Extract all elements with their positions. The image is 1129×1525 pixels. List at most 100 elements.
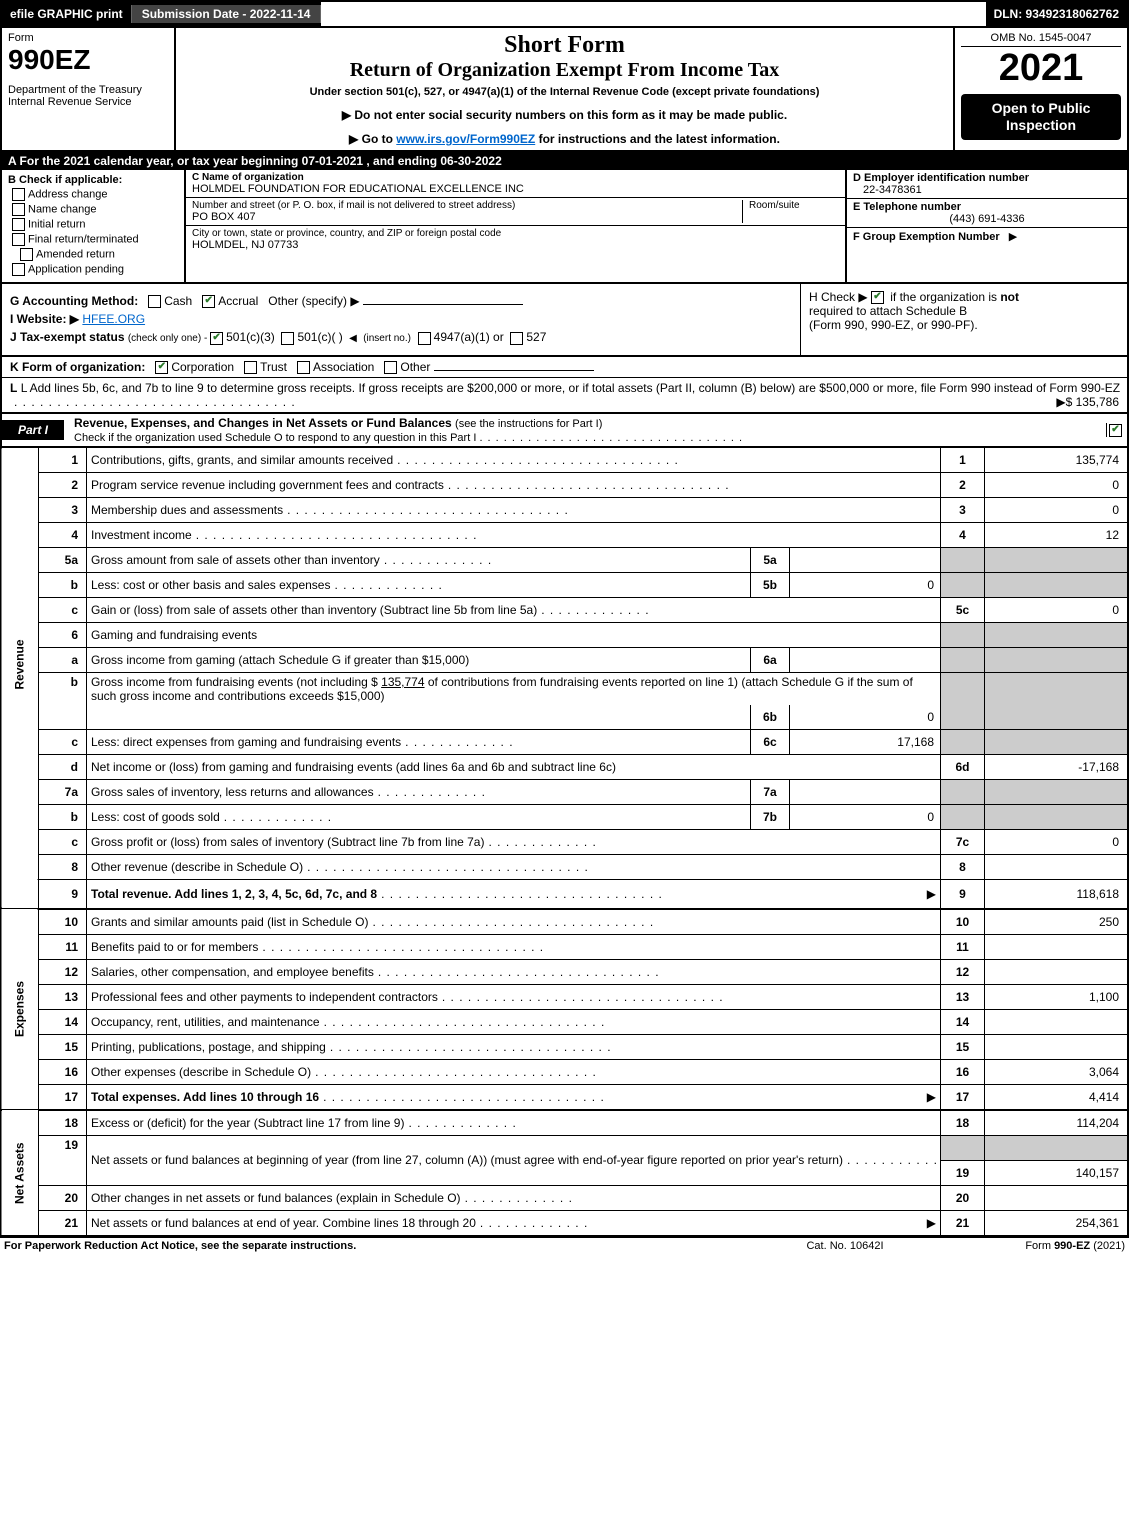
- l-amount: $ 135,786: [1066, 395, 1119, 409]
- ghi-left: G Accounting Method: Cash Accrual Other …: [2, 284, 800, 355]
- part-i-checkbox: [1106, 423, 1127, 437]
- subline-label: 6b: [751, 705, 790, 730]
- line-numcol: 11: [941, 934, 985, 959]
- checkbox-icon[interactable]: [1109, 424, 1122, 437]
- top-bar-spacer: [321, 2, 985, 26]
- line-desc: Contributions, gifts, grants, and simila…: [91, 453, 393, 467]
- row-i: I Website: ▶ HFEE.ORG: [10, 312, 792, 326]
- line-num: d: [39, 754, 87, 779]
- g-accrual: Accrual: [218, 294, 258, 308]
- checkbox-icon[interactable]: [148, 295, 161, 308]
- line-numcol: 13: [941, 984, 985, 1009]
- arrow-icon: ▶: [350, 294, 359, 308]
- inst2-post: for instructions and the latest informat…: [539, 132, 780, 146]
- section-def: D Employer identification number 22-3478…: [847, 170, 1127, 282]
- checkbox-icon[interactable]: [12, 218, 25, 231]
- line-amt: 118,618: [985, 879, 1129, 909]
- table-row: b Less: cost or other basis and sales ex…: [1, 572, 1128, 597]
- j-insert: (insert no.): [363, 333, 411, 344]
- b-opt-2: Initial return: [28, 218, 85, 230]
- table-row: c Less: direct expenses from gaming and …: [1, 729, 1128, 754]
- footer-center: Cat. No. 10642I: [745, 1240, 945, 1252]
- line-numcol: 15: [941, 1034, 985, 1059]
- checkbox-icon[interactable]: [12, 203, 25, 216]
- k-opt-0: Corporation: [171, 360, 234, 374]
- subline-label: 6a: [751, 647, 790, 672]
- line-num: 14: [39, 1009, 87, 1034]
- checkbox-icon[interactable]: [384, 361, 397, 374]
- table-row: Revenue 1 Contributions, gifts, grants, …: [1, 448, 1128, 473]
- line-num: c: [39, 597, 87, 622]
- line-numcol: 9: [941, 879, 985, 909]
- checkbox-icon[interactable]: [202, 295, 215, 308]
- subline-val: 0: [790, 572, 941, 597]
- line-num: 8: [39, 854, 87, 879]
- dots: [258, 940, 936, 954]
- line-desc: Gross income from gaming (attach Schedul…: [91, 653, 469, 667]
- line-desc: Professional fees and other payments to …: [91, 990, 438, 1004]
- side-label-revenue: Revenue: [1, 448, 39, 880]
- line-numcol: 14: [941, 1009, 985, 1034]
- table-row: b Less: cost of goods sold 7b 0: [1, 804, 1128, 829]
- g-other-blank: [363, 304, 523, 305]
- h-line2: required to attach Schedule B: [809, 304, 967, 318]
- line-num: 4: [39, 522, 87, 547]
- shade-cell: [985, 572, 1129, 597]
- submission-date: Submission Date - 2022-11-14: [131, 5, 322, 23]
- checkbox-icon[interactable]: [871, 291, 884, 304]
- title-short-form: Short Form: [186, 32, 943, 59]
- footer-r-bold: 990-EZ: [1054, 1240, 1090, 1252]
- checkbox-icon[interactable]: [12, 263, 25, 276]
- checkbox-icon[interactable]: [418, 332, 431, 345]
- dots: [843, 1153, 936, 1167]
- line-amt: 3,064: [985, 1059, 1129, 1084]
- table-row: Net Assets 18 Excess or (deficit) for th…: [1, 1110, 1128, 1136]
- checkbox-icon[interactable]: [20, 248, 33, 261]
- checkbox-icon[interactable]: [281, 332, 294, 345]
- table-row: b Gross income from fundraising events (…: [1, 672, 1128, 705]
- checkbox-icon[interactable]: [297, 361, 310, 374]
- checkbox-icon[interactable]: [155, 361, 168, 374]
- b-label: Check if applicable:: [19, 174, 122, 186]
- line-num: 13: [39, 984, 87, 1009]
- k-opt-3: Other: [400, 360, 430, 374]
- dots: [476, 1216, 927, 1230]
- table-row: 11 Benefits paid to or for members 11: [1, 934, 1128, 959]
- line-num: 10: [39, 909, 87, 935]
- checkbox-icon[interactable]: [12, 188, 25, 201]
- form-990ez-page: efile GRAPHIC print Submission Date - 20…: [0, 0, 1129, 1254]
- irs-link[interactable]: www.irs.gov/Form990EZ: [396, 132, 535, 146]
- form-number: 990EZ: [8, 44, 168, 76]
- line-numcol: 17: [941, 1084, 985, 1110]
- checkbox-icon[interactable]: [210, 332, 223, 345]
- website-link[interactable]: HFEE.ORG: [82, 312, 145, 326]
- table-row: 8 Other revenue (describe in Schedule O)…: [1, 854, 1128, 879]
- line-numcol: 20: [941, 1185, 985, 1210]
- c-city-label: City or town, state or province, country…: [192, 228, 839, 239]
- dots: [537, 603, 936, 617]
- checkbox-icon[interactable]: [510, 332, 523, 345]
- table-row: 15 Printing, publications, postage, and …: [1, 1034, 1128, 1059]
- line-amt: [985, 934, 1129, 959]
- line-numcol: 4: [941, 522, 985, 547]
- line-num: b: [39, 804, 87, 829]
- line-amt: [985, 1185, 1129, 1210]
- table-row: 2 Program service revenue including gove…: [1, 472, 1128, 497]
- checkbox-icon[interactable]: [12, 233, 25, 246]
- inst2-pre: Go to: [362, 132, 397, 146]
- table-row: c Gain or (loss) from sale of assets oth…: [1, 597, 1128, 622]
- table-row: 4 Investment income 4 12: [1, 522, 1128, 547]
- shade-cell: [941, 622, 985, 647]
- line-amt: [985, 1009, 1129, 1034]
- line-num: 16: [39, 1059, 87, 1084]
- org-city: HOLMDEL, NJ 07733: [192, 239, 839, 251]
- checkbox-icon[interactable]: [244, 361, 257, 374]
- subline-val: [790, 647, 941, 672]
- shade-cell: [941, 547, 985, 572]
- line-numcol: 3: [941, 497, 985, 522]
- line-num: 5a: [39, 547, 87, 572]
- line-amt: -17,168: [985, 754, 1129, 779]
- header-instruction-1: ▶ Do not enter social security numbers o…: [186, 108, 943, 122]
- line-desc: Total expenses. Add lines 10 through 16: [91, 1090, 319, 1104]
- table-row: 9 Total revenue. Add lines 1, 2, 3, 4, 5…: [1, 879, 1128, 909]
